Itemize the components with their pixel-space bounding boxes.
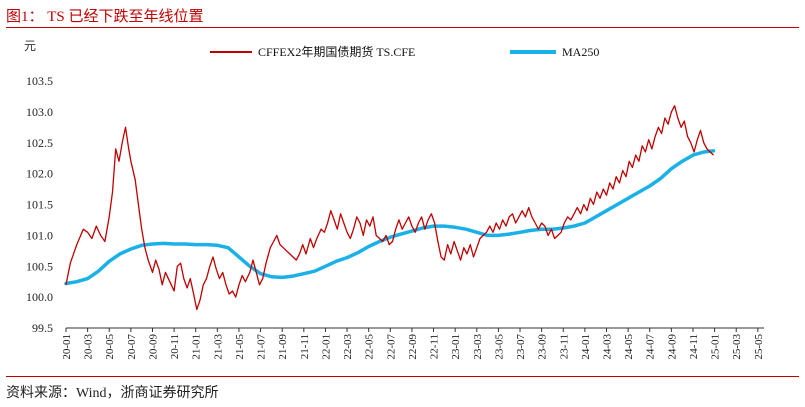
x-axis — [65, 327, 764, 332]
legend: CFFEX2年期国债期货 TS.CFE MA250 — [210, 44, 599, 59]
x-tick-label: 21-07 — [256, 334, 268, 360]
x-axis-tick-labels: 20-01 20-03 20-05 20-07 20-09 20-11 21-01 21-03… — [61, 334, 765, 360]
x-tick-label: 21-11 — [299, 334, 311, 359]
series-line-ts — [65, 105, 714, 311]
line-chart: 99.5 100.0 100.5 101.0 101.5 102.0 102.5 103.0 1… — [24, 39, 765, 360]
x-tick-label: 22-05 — [364, 334, 376, 360]
x-tick-label: 20-05 — [104, 334, 116, 360]
x-tick-label: 24-01 — [580, 334, 592, 360]
title-divider — [6, 27, 799, 28]
x-tick-label: 20-07 — [126, 334, 138, 360]
y-tick-label: 101.5 — [26, 198, 53, 212]
y-tick-label: 99.5 — [32, 321, 53, 335]
x-tick-label: 23-11 — [558, 334, 570, 359]
x-tick-label: 21-09 — [277, 334, 289, 360]
x-tick-label: 24-07 — [645, 334, 657, 360]
x-tick-label: 21-05 — [234, 334, 246, 360]
x-tick-label: 24-11 — [688, 334, 700, 359]
x-tick-label: 20-11 — [169, 334, 181, 359]
figure-header: 图1： TS 已经下跌至年线位置 — [6, 3, 799, 28]
x-tick-label: 23-05 — [493, 334, 505, 360]
source-divider — [6, 376, 799, 377]
series-lines — [64, 105, 716, 311]
x-tick-label: 20-01 — [61, 334, 73, 360]
x-tick-label: 23-07 — [515, 334, 527, 360]
series-line-ma250 — [64, 149, 716, 286]
y-tick-label: 100.0 — [26, 290, 53, 304]
x-tick-label: 22-11 — [429, 334, 441, 359]
x-tick-label: 25-03 — [731, 334, 743, 360]
y-tick-label: 103.0 — [26, 105, 53, 119]
x-tick-label: 25-05 — [753, 334, 765, 360]
y-tick-label: 101.0 — [26, 228, 53, 242]
y-tick-label: 102.5 — [26, 136, 53, 150]
x-tick-label: 25-01 — [710, 334, 722, 360]
legend-label-ts: CFFEX2年期国债期货 TS.CFE — [258, 44, 415, 59]
y-tick-label: 102.0 — [26, 167, 53, 181]
x-tick-label: 21-03 — [212, 334, 224, 360]
x-tick-label: 20-09 — [147, 334, 159, 360]
x-tick-label: 22-09 — [407, 334, 419, 360]
x-tick-label: 22-07 — [385, 334, 397, 360]
x-tick-label: 23-03 — [472, 334, 484, 360]
x-tick-label: 20-03 — [83, 334, 95, 360]
x-tick-label: 21-01 — [191, 334, 203, 360]
source-note: 资料来源：Wind，浙商证券研究所 — [6, 386, 219, 401]
x-tick-label: 24-09 — [666, 334, 678, 360]
x-tick-label: 22-01 — [320, 334, 332, 360]
y-tick-label: 100.5 — [26, 259, 53, 273]
y-axis-label: 元 — [24, 39, 36, 53]
x-tick-label: 24-03 — [601, 334, 613, 360]
x-tick-label: 22-03 — [342, 334, 354, 360]
y-tick-label: 103.5 — [26, 74, 53, 88]
x-tick-label: 23-09 — [537, 334, 549, 360]
y-axis-tick-labels: 99.5 100.0 100.5 101.0 101.5 102.0 102.5 103.0 1… — [26, 74, 53, 335]
x-tick-label: 23-01 — [450, 334, 462, 360]
figure-title: 图1： TS 已经下跌至年线位置 — [6, 9, 204, 25]
x-tick-label: 24-05 — [623, 334, 635, 360]
legend-label-ma250: MA250 — [562, 45, 599, 59]
